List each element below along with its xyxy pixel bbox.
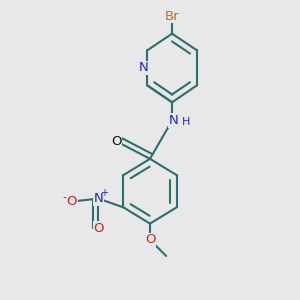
Text: Br: Br (165, 10, 179, 22)
Text: O: O (145, 233, 155, 246)
Text: N: N (94, 192, 103, 205)
Text: N: N (169, 114, 178, 127)
Text: +: + (100, 188, 108, 198)
Text: H: H (182, 117, 190, 127)
Text: O: O (67, 195, 77, 208)
Text: O: O (111, 135, 122, 148)
Text: -: - (63, 192, 67, 202)
Text: O: O (93, 221, 104, 235)
Text: N: N (139, 61, 148, 74)
